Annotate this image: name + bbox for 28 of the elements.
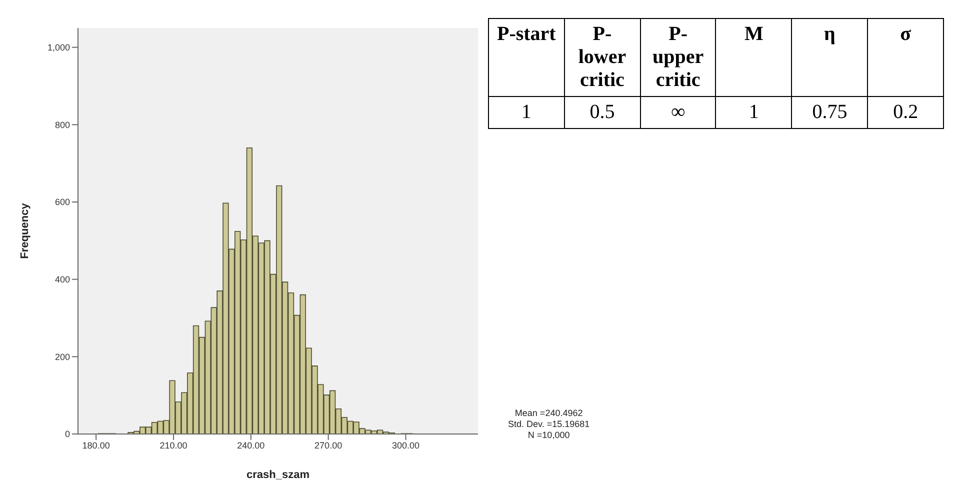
x-tick-label: 240.00 <box>237 440 265 450</box>
x-tick-label: 300.00 <box>392 440 420 450</box>
text: η <box>792 18 868 96</box>
text: Mean =240.4962 <box>514 408 584 419</box>
text: 0.5 <box>564 96 640 128</box>
y-tick-label: 200 <box>54 352 70 362</box>
x-tick-label: 270.00 <box>314 440 342 450</box>
y-tick-label: 0 <box>64 429 70 440</box>
y-tick-label: 1,000 <box>47 42 70 53</box>
text: ∞ <box>640 96 716 128</box>
text: P-start <box>488 18 564 96</box>
x-tick-label: 180.00 <box>82 440 110 450</box>
y-axis-title: Frequency <box>18 202 31 259</box>
text: σ <box>868 18 944 96</box>
text: 1 <box>716 96 792 128</box>
text: N =10,000 <box>526 430 571 441</box>
y-tick-label: 400 <box>54 274 70 285</box>
y-tick-label: 800 <box>54 120 70 130</box>
text: 1 <box>488 96 564 128</box>
text: P-lower critic <box>564 18 640 96</box>
text: Std. Dev. =15.19681 <box>508 419 590 430</box>
text: M <box>716 18 792 96</box>
x-tick-label: 210.00 <box>160 440 188 450</box>
text: 0.2 <box>868 96 944 128</box>
text: P-upper critic <box>640 18 716 96</box>
text: 0.75 <box>792 96 868 128</box>
y-tick-label: 600 <box>54 197 70 208</box>
x-axis-title: crash_szam <box>246 469 310 481</box>
